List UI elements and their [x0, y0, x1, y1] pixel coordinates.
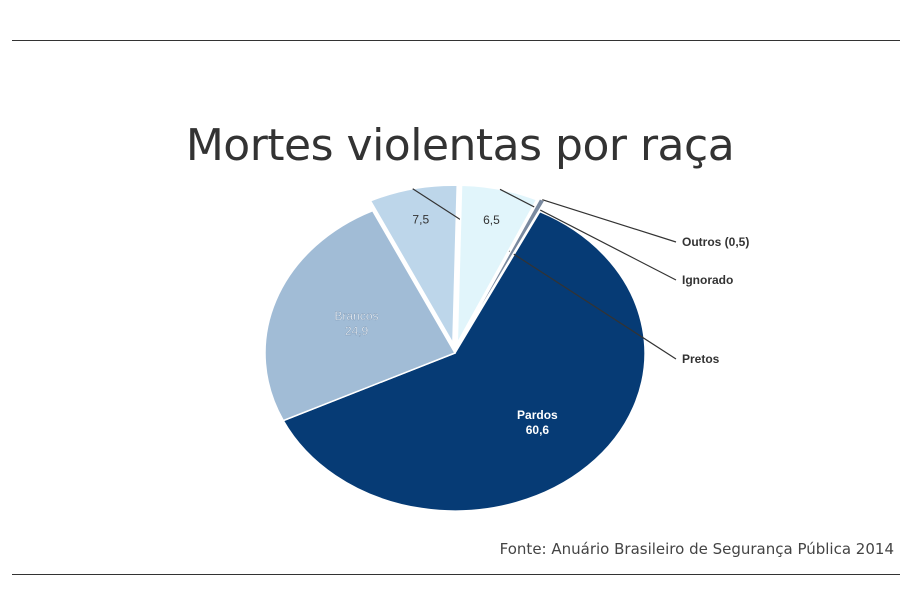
leader-line: [499, 188, 677, 281]
leader-line: [412, 188, 677, 360]
outside-slice-label: Outros (0,5): [682, 235, 749, 249]
outside-slice-label: Ignorado: [682, 273, 733, 287]
slice-value-label: 7,5: [412, 213, 429, 227]
slice-label: Brancos: [334, 309, 378, 323]
top-divider: [12, 40, 900, 41]
pie-slice: [264, 209, 457, 422]
bottom-divider: [12, 574, 900, 575]
outside-slice-label: Pretos: [682, 352, 720, 366]
slice-value-label: 24,9: [345, 324, 369, 338]
pie-slice: [282, 210, 646, 512]
slice-group-2: 7,5: [369, 184, 458, 346]
slice-value-label: 60,6: [526, 423, 550, 437]
chart-title: Mortes violentas por raça: [185, 120, 735, 171]
source-note: Fonte: Anuário Brasileiro de Segurança P…: [499, 540, 894, 558]
slice-label: Pardos: [517, 408, 558, 422]
leader-line: [542, 199, 677, 243]
slice-value-label: 6,5: [483, 213, 500, 227]
